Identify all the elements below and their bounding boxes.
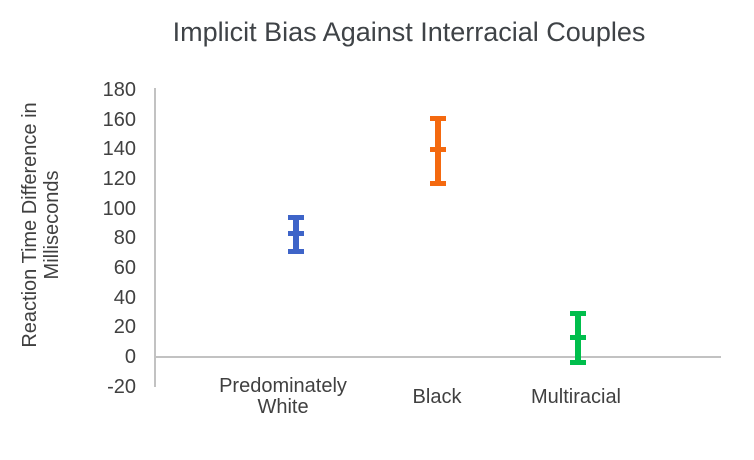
x-axis-line bbox=[154, 356, 721, 358]
y-tick-label: 80 bbox=[113, 227, 136, 250]
mean-marker-dash-2 bbox=[429, 146, 446, 152]
y-axis-title-line1: Reaction Time Difference in bbox=[19, 102, 41, 348]
x-category-label: Black bbox=[412, 385, 462, 408]
x-category-label: Predominately White bbox=[219, 375, 347, 418]
y-tick-label: 0 bbox=[124, 346, 136, 368]
chart-title: Implicit Bias Against Interracial Couple… bbox=[172, 17, 646, 47]
y-tick-label: 20 bbox=[113, 316, 136, 339]
y-tick-label: 160 bbox=[102, 108, 136, 131]
y-tick-label: -20 bbox=[107, 375, 136, 398]
mean-marker-dash-3 bbox=[569, 335, 586, 341]
error-bar-bottom-cap-1 bbox=[288, 249, 304, 255]
y-axis-line bbox=[154, 88, 156, 387]
y-tick-label: 140 bbox=[102, 138, 136, 161]
error-bar-top-cap-1 bbox=[288, 215, 304, 221]
x-category-label: Multiracial bbox=[530, 385, 622, 408]
y-tick-label: 120 bbox=[102, 168, 136, 190]
error-bar-bottom-cap-2 bbox=[429, 180, 446, 186]
mean-marker-dash-1 bbox=[288, 231, 304, 237]
error-bar-top-cap-3 bbox=[569, 311, 586, 317]
y-tick-label: 100 bbox=[102, 197, 136, 220]
error-bar-top-cap-2 bbox=[429, 115, 446, 121]
y-tick-label: 180 bbox=[102, 79, 136, 101]
y-tick-label: 40 bbox=[113, 286, 136, 309]
error-bar-bottom-cap-3 bbox=[569, 360, 586, 366]
y-tick-label: 60 bbox=[113, 257, 136, 279]
